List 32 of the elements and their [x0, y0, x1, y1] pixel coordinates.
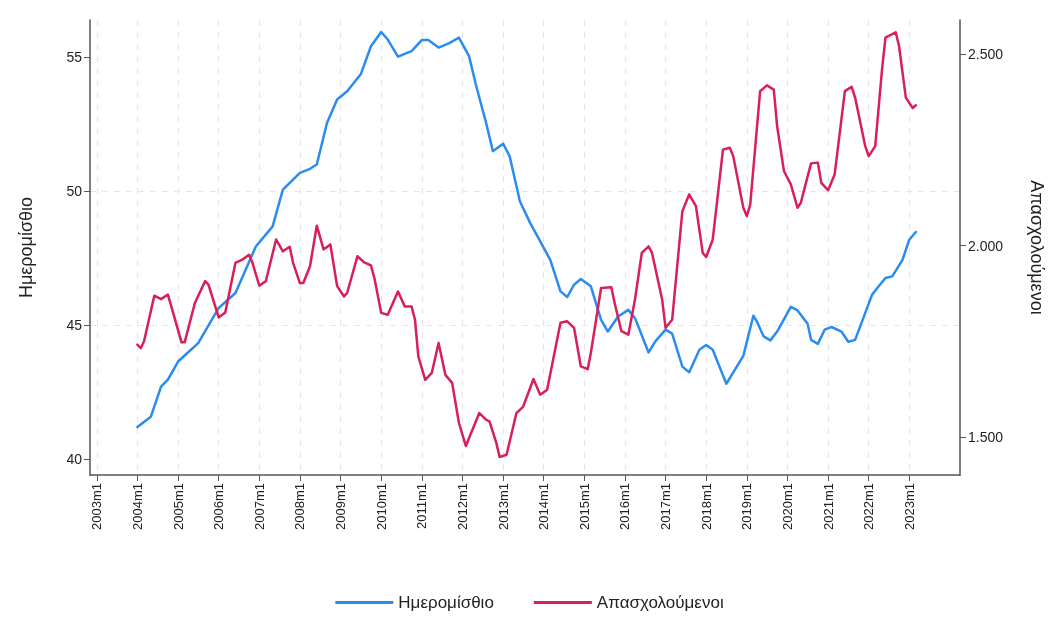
- x-tick-label: 2010m1: [373, 483, 389, 530]
- x-tick-label: 2023m1: [901, 483, 917, 530]
- x-tick-label: 2015m1: [576, 483, 592, 530]
- x-tick-label: 2016m1: [617, 483, 633, 530]
- y-tick-label: 50: [66, 183, 83, 200]
- y2-tick-label: 2.500: [968, 46, 1004, 63]
- y-tick-label: 55: [66, 49, 83, 66]
- x-tick-label: 2011m1: [414, 483, 430, 530]
- legend-label: Ημερομίσθιο: [398, 593, 494, 612]
- x-tick-label: 2018m1: [698, 483, 714, 530]
- x-tick-label: 2005m1: [170, 483, 186, 530]
- legend-label: Απασχολούμενοι: [596, 593, 724, 612]
- x-tick-label: 2008m1: [292, 483, 308, 530]
- y-tick-label: 45: [66, 317, 83, 334]
- x-tick-label: 2019m1: [739, 483, 755, 530]
- x-tick-label: 2009m1: [333, 483, 349, 530]
- y2-axis-title: Απασχολούμενοι: [1027, 180, 1047, 315]
- x-tick-label: 2013m1: [495, 483, 511, 530]
- y2-tick-label: 1.500: [968, 428, 1004, 445]
- x-tick-label: 2014m1: [536, 483, 552, 530]
- y2-tick-label: 2.000: [968, 237, 1004, 254]
- y-tick-label: 40: [66, 450, 83, 467]
- x-tick-label: 2020m1: [779, 483, 795, 530]
- y-axis-title: Ημερομίσθιο: [16, 196, 36, 299]
- x-tick-label: 2012m1: [454, 483, 470, 530]
- x-tick-label: 2021m1: [820, 483, 836, 530]
- x-tick-label: 2007m1: [251, 483, 267, 530]
- x-tick-label: 2017m1: [658, 483, 674, 530]
- x-tick-label: 2022m1: [861, 483, 877, 530]
- x-tick-label: 2004m1: [129, 483, 145, 530]
- x-tick-label: 2003m1: [89, 483, 105, 530]
- x-tick-label: 2006m1: [211, 483, 227, 530]
